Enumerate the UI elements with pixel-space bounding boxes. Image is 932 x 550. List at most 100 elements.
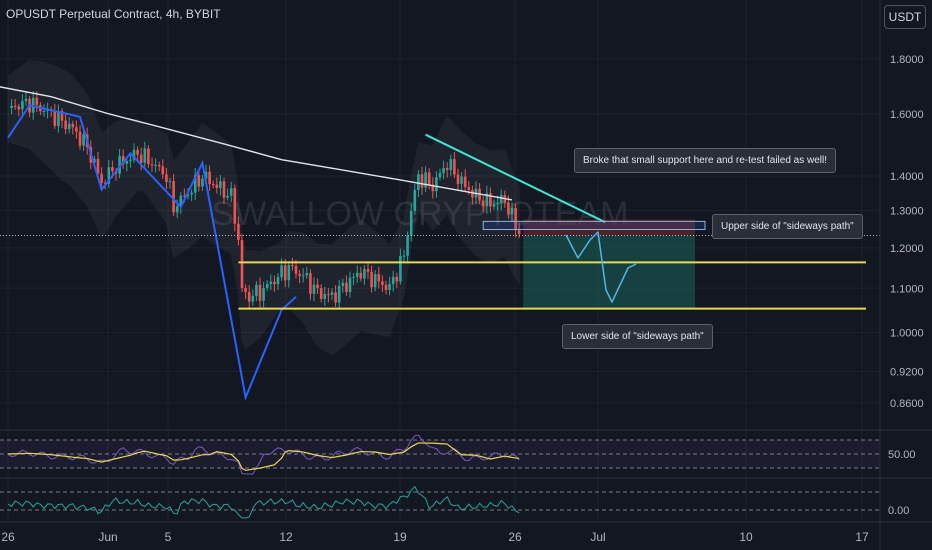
candle-body	[453, 159, 456, 175]
candle-body	[172, 181, 175, 213]
candle-body	[125, 161, 129, 164]
candle-body	[64, 120, 67, 130]
candle-body	[147, 148, 150, 165]
x-tick-label: 19	[393, 530, 407, 544]
candle-body	[514, 207, 517, 231]
candle-body	[384, 284, 388, 291]
candle-body	[273, 281, 276, 285]
candle-body	[413, 189, 417, 211]
candle-body	[103, 182, 107, 184]
candle-body	[197, 175, 201, 187]
candle-body	[287, 265, 291, 281]
candle-body	[60, 111, 64, 121]
candle-body	[183, 195, 186, 197]
candle-body	[355, 272, 359, 277]
candle-body	[456, 174, 460, 184]
candle-body	[107, 167, 111, 184]
candle-body	[67, 123, 71, 130]
rsi-axis-label: 50.00	[888, 449, 916, 461]
drawing-overlays	[0, 86, 880, 401]
candle-body	[391, 276, 395, 285]
x-tick-label: 26	[1, 530, 15, 544]
candle-body	[485, 193, 489, 207]
candle-body	[373, 274, 377, 288]
candle-body	[291, 265, 294, 267]
candle-body	[265, 283, 269, 289]
candle-body	[237, 223, 240, 241]
candle-body	[298, 273, 301, 276]
candle-body	[316, 284, 319, 289]
candle-body	[507, 202, 510, 215]
support-box	[482, 220, 706, 231]
candle-body	[150, 164, 154, 166]
candle-body	[13, 105, 17, 107]
chart-title: OPUSDT Perpetual Contract, 4h, BYBIT	[6, 7, 221, 21]
candle-body	[283, 265, 287, 281]
rsi-pane: 50.00	[0, 434, 916, 475]
candle-body	[312, 284, 316, 294]
candle-body	[175, 206, 179, 213]
candle-body	[75, 127, 78, 132]
y-tick-label: 1.2000	[890, 243, 924, 255]
candle-body	[431, 184, 435, 192]
candle-body	[157, 164, 161, 167]
candle-body	[301, 275, 305, 277]
candle-body	[395, 276, 399, 282]
bollinger-bands	[7, 60, 520, 356]
candle-body	[118, 155, 121, 174]
candle-body	[24, 98, 28, 102]
candle-body	[168, 181, 172, 183]
candle-body	[481, 200, 485, 207]
candle-body	[442, 168, 445, 174]
oscillator-pane: 0.00	[0, 485, 909, 519]
candle-body	[323, 294, 327, 299]
candle-body	[78, 131, 82, 146]
candle-body	[420, 174, 424, 188]
y-tick-label: 1.1000	[890, 283, 924, 295]
rsi-line	[7, 434, 520, 475]
candle-body	[82, 134, 85, 146]
callout-upper-side: Upper side of "sideways path"	[712, 214, 863, 239]
candle-body	[370, 271, 373, 288]
candle-body	[255, 284, 258, 296]
time-axis: 26 Jun 5 12 19 26 Jul 10 17	[1, 530, 869, 544]
candle-body	[427, 172, 431, 185]
x-tick-label: 12	[279, 530, 293, 544]
candle-body	[276, 277, 280, 285]
candle-body	[449, 159, 453, 171]
osc-axis-label: 0.00	[888, 505, 909, 517]
candle-body	[438, 173, 442, 178]
candles	[10, 90, 521, 310]
candle-body	[208, 171, 211, 185]
candle-body	[100, 173, 103, 183]
candle-body	[21, 101, 24, 110]
candle-body	[460, 176, 463, 184]
candle-body	[366, 269, 370, 272]
x-tick-label: 26	[508, 530, 522, 544]
candle-body	[417, 174, 420, 190]
wave-line	[7, 104, 297, 401]
y-tick-label: 1.6000	[890, 109, 924, 121]
candle-body	[337, 285, 341, 303]
candle-body	[381, 281, 384, 285]
oscillator-line	[7, 485, 520, 519]
candle-body	[186, 194, 190, 197]
currency-unit-button[interactable]: USDT	[884, 5, 926, 29]
candle-body	[467, 186, 471, 191]
x-tick-label: Jul	[590, 530, 605, 544]
candle-body	[226, 195, 229, 198]
candle-body	[129, 159, 132, 162]
candle-body	[471, 190, 474, 198]
candle-body	[251, 295, 255, 302]
candle-body	[496, 203, 499, 205]
y-tick-label: 0.9200	[890, 366, 924, 378]
candle-body	[388, 284, 391, 291]
candle-body	[132, 149, 136, 160]
price-axis: 1.8000 1.6000 1.4000 1.3000 1.2000 1.1000 1.00…	[879, 0, 924, 550]
y-tick-label: 1.4000	[890, 171, 924, 183]
candle-body	[42, 110, 46, 112]
candle-body	[269, 281, 273, 284]
candle-body	[139, 154, 143, 163]
x-tick-label: 5	[165, 530, 172, 544]
